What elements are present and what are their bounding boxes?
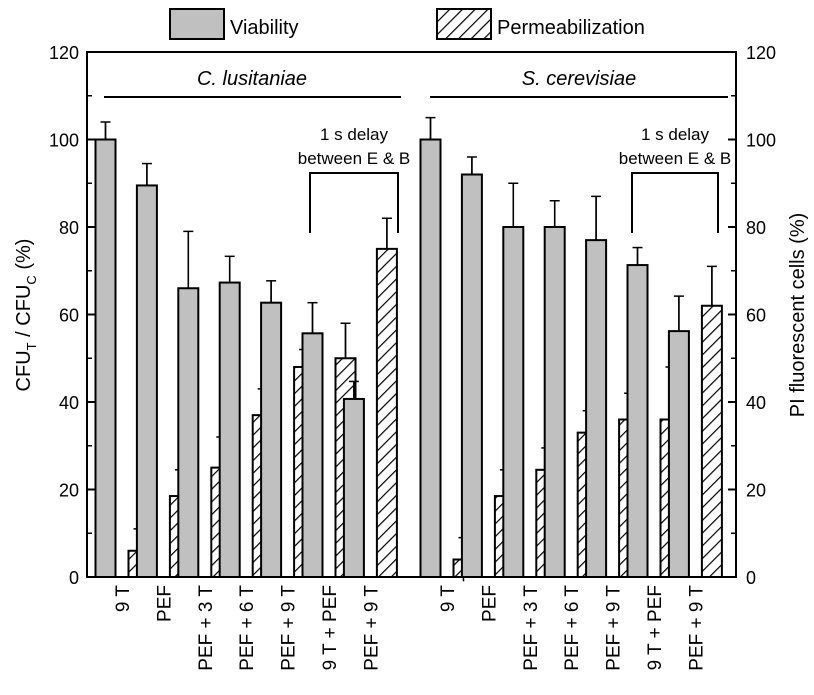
bar-viability [460, 173, 483, 578]
x-tick-label: PEF + 6 T [237, 585, 258, 671]
group-title: C. lusitaniae [197, 68, 307, 90]
y-left-tick-label: 0 [69, 568, 79, 588]
x-tick-label: PEF + 3 T [196, 585, 217, 671]
delay-note-line2: between E & B [298, 149, 410, 168]
bar-viability [260, 301, 283, 578]
x-tick-label: PEF + 6 T [562, 585, 583, 671]
legend-swatch-permeabilization [436, 8, 492, 40]
legend-label-viability: Viability [230, 17, 299, 39]
x-tick-label: 9 T + PEF [645, 585, 666, 670]
bar-viability [301, 332, 324, 578]
legend-swatch-viability [169, 8, 225, 40]
x-tick-label: 9 T + PEF [320, 585, 341, 670]
y-left-tick-label: 80 [59, 218, 79, 238]
x-tick-label: PEF + 9 T [604, 585, 625, 671]
bar-viability [342, 397, 365, 578]
x-tick-labels: 9 T PEF PEF + 3 T PEF + 6 T PEF + 9 T 9 T + P… [113, 585, 707, 671]
y-right-tick-label: 120 [746, 43, 776, 63]
bar-viability [667, 330, 690, 578]
bar-viability [177, 287, 200, 578]
x-tick-label: 9 T [438, 585, 459, 613]
y-left-tick-label: 20 [59, 481, 79, 501]
y-right-tick-label: 100 [746, 131, 776, 151]
y-right-tick-label: 0 [746, 568, 756, 588]
x-tick-label: PEF + 3 T [521, 585, 542, 671]
x-tick-label: PEF + 9 T [686, 585, 707, 671]
delay-note-line2: between E & B [619, 149, 731, 168]
y-right-tick-label: 40 [746, 393, 766, 413]
x-tick-label: PEF + 9 T [279, 585, 300, 671]
delay-note-line1: 1 s delay [641, 125, 710, 144]
y-left-tick-label: 40 [59, 393, 79, 413]
bar-permeabilization [700, 304, 723, 578]
y-left-tick-label: 100 [49, 131, 79, 151]
bars [94, 116, 723, 582]
legend-label-permeabilization: Permeabilization [497, 17, 645, 39]
bar-permeabilization [375, 247, 398, 578]
bar-viability [218, 281, 241, 578]
x-tick-label: PEF + 9 T [361, 585, 382, 671]
x-tick-label: PEF [479, 585, 500, 622]
bar-viability [585, 239, 608, 578]
y-left-tick-label: 60 [59, 306, 79, 326]
legend: Viability Permeabilization [169, 8, 645, 40]
bar-viability [502, 226, 525, 578]
axis-ticks: 0 0 20 20 40 40 60 60 80 80 100 100 120 120 [49, 43, 776, 588]
group-title: S. cerevisiae [522, 68, 637, 90]
y-right-tick-label: 20 [746, 481, 766, 501]
delay-bracket [309, 172, 399, 233]
y-right-tick-label: 80 [746, 218, 766, 238]
delay-bracket [631, 172, 719, 233]
y-right-title: PI fluorescent cells (%) [787, 213, 809, 418]
x-tick-label: 9 T [113, 585, 134, 613]
bar-viability [419, 138, 442, 578]
bar-viability [94, 138, 117, 578]
delay-note-line1: 1 s delay [320, 125, 389, 144]
y-left-tick-label: 120 [49, 43, 79, 63]
bar-viability [543, 226, 566, 578]
x-tick-label: PEF [154, 585, 175, 622]
y-left-title: CFUT / CFUC (%) [13, 239, 39, 392]
bar-viability [135, 184, 158, 578]
y-right-tick-label: 60 [746, 306, 766, 326]
group-annotations: C. lusitaniae 1 s delay between E & B S. ce… [104, 68, 731, 233]
bar-viability [626, 264, 649, 578]
